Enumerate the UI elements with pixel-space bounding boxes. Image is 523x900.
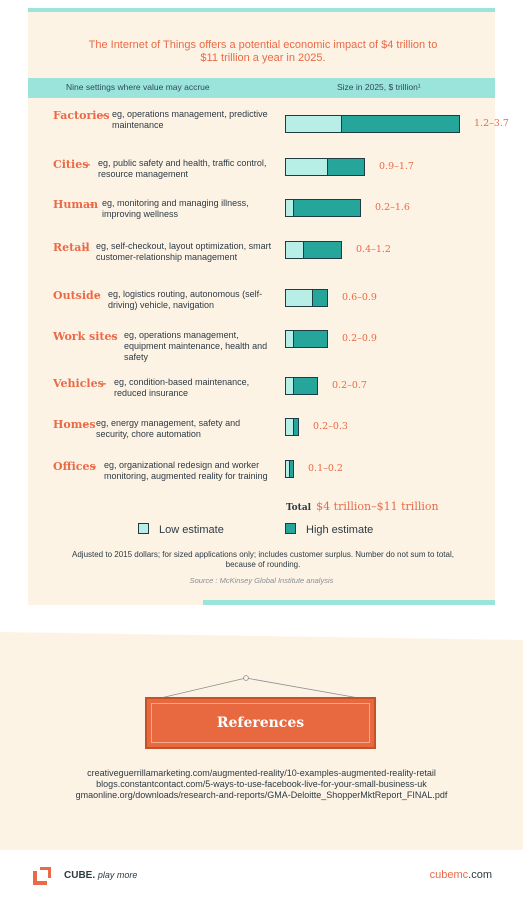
bar-group [285, 199, 361, 217]
bar-group [285, 115, 460, 133]
legend-low-label: Low estimate [159, 524, 224, 536]
category-description: eg, logistics routing, autonomous (self-… [108, 289, 263, 310]
chart-panel: The Internet of Things offers a potentia… [28, 8, 509, 605]
total-line: Total $4 trillion–$11 trillion [286, 495, 439, 514]
range-label: 0.9–1.7 [379, 161, 414, 172]
category-description: eg, self-checkout, layout optimization, … [96, 241, 272, 262]
chart-title: The Internet of Things offers a potentia… [88, 39, 438, 64]
cube-logo-icon [33, 867, 51, 885]
brand-label: CUBE. [64, 870, 96, 881]
range-label: 0.2–0.7 [332, 380, 367, 391]
category-description: eg, organizational redesign and worker m… [104, 460, 268, 481]
category-label: Homes [53, 418, 96, 431]
range-label: 0.2–0.9 [342, 333, 377, 344]
bar-group [285, 289, 328, 307]
brand-tagline: play more [97, 870, 138, 880]
site-tld: .com [468, 869, 492, 881]
category-dash: – [101, 377, 107, 390]
reference-link[interactable]: blogs.constantcontact.com/5-ways-to-use-… [96, 779, 427, 789]
high-swatch [285, 523, 296, 534]
category-dash: – [95, 289, 101, 302]
category-dash: – [85, 158, 91, 171]
bar-group [285, 241, 342, 259]
legend-low: Low estimate [138, 523, 224, 536]
category-label: Outside [53, 289, 101, 302]
bar-group [285, 330, 328, 348]
category-description: eg, operations management, predictive ma… [112, 109, 268, 130]
category-dash: – [99, 109, 105, 122]
category-dash: – [111, 330, 117, 343]
category-description: eg, operations management, equipment mai… [124, 330, 268, 362]
range-label: 0.6–0.9 [342, 292, 377, 303]
category-dash: – [89, 198, 95, 211]
site-name: cubemc [429, 869, 469, 881]
category-dash: – [91, 460, 97, 473]
settings-column-header: Nine settings where value may accrue [66, 82, 210, 92]
references-sign: References [145, 697, 376, 749]
legend-high-label: High estimate [306, 524, 374, 536]
category-description: eg, monitoring and managing illness, imp… [102, 198, 249, 219]
source-line: Source : McKinsey Global Institute analy… [189, 576, 334, 585]
footnote: Adjusted to 2015 dollars; for sized appl… [72, 550, 454, 569]
panel-slant-edge [0, 632, 523, 640]
bottom-stripe [203, 600, 495, 605]
category-dash: – [83, 241, 89, 254]
range-label: 0.1–0.2 [308, 463, 343, 474]
column-header-band: Nine settings where value may accrue Siz… [28, 78, 495, 98]
footer: CUBE. play more cubemc.com [0, 855, 523, 900]
low-estimate-bar [285, 241, 304, 259]
low-estimate-bar [285, 330, 294, 348]
total-label: Total [286, 503, 312, 513]
category-description: eg, public safety and health, traffic co… [98, 158, 267, 179]
bar-group [285, 158, 365, 176]
category-label: Factories [53, 109, 110, 122]
low-estimate-bar [285, 115, 342, 133]
high-estimate-bar [285, 199, 361, 217]
low-estimate-bar [285, 460, 290, 478]
category-description: eg, condition-based maintenance, reduced… [114, 377, 250, 398]
category-label: Work sites [53, 330, 118, 343]
references-heading: References [216, 715, 305, 731]
bar-group [285, 418, 299, 436]
low-estimate-bar [285, 289, 313, 307]
category-label: Cities [53, 158, 89, 171]
low-estimate-bar [285, 199, 294, 217]
low-swatch [138, 523, 149, 534]
bar-group [285, 460, 294, 478]
category-description: eg, energy management, safety and securi… [96, 418, 241, 439]
category-label: Vehicles [53, 377, 104, 390]
low-estimate-bar [285, 158, 328, 176]
reference-link[interactable]: gmaonline.org/downloads/research-and-rep… [75, 790, 448, 800]
reference-list: creativeguerrillamarketing.com/augmented… [0, 768, 523, 801]
category-dash: – [83, 418, 89, 431]
reference-link[interactable]: creativeguerrillamarketing.com/augmented… [87, 768, 436, 778]
range-label: 0.2–1.6 [375, 202, 410, 213]
range-label: 0.2–0.3 [313, 421, 348, 432]
bar-group [285, 377, 318, 395]
top-stripe [28, 8, 495, 15]
brand-name: CUBE. play more [64, 870, 137, 881]
range-label: 1.2–3.7 [474, 118, 509, 129]
low-estimate-bar [285, 418, 294, 436]
size-column-header: Size in 2025, $ trillion¹ [337, 82, 421, 92]
range-label: 0.4–1.2 [356, 244, 391, 255]
low-estimate-bar [285, 377, 294, 395]
site-link[interactable]: cubemc.com [430, 869, 492, 881]
category-label: Offices [53, 460, 96, 473]
category-label: Retail [53, 241, 90, 254]
legend-high: High estimate [285, 523, 373, 536]
total-value: $4 trillion–$11 trillion [316, 500, 439, 513]
category-label: Human [53, 198, 99, 211]
